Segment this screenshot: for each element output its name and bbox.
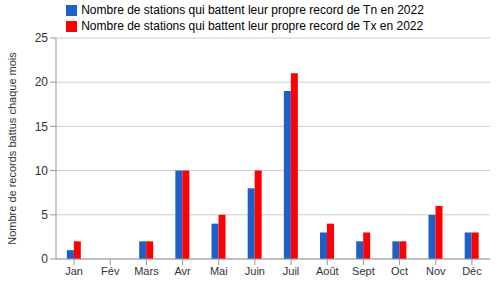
svg-text:Fév: Fév — [101, 265, 120, 277]
svg-text:Déc: Déc — [462, 265, 482, 277]
svg-text:Juin: Juin — [245, 265, 265, 277]
svg-text:Sept: Sept — [352, 265, 375, 277]
svg-text:Mars: Mars — [134, 265, 159, 277]
svg-text:15: 15 — [35, 120, 49, 134]
svg-text:10: 10 — [35, 164, 49, 178]
svg-text:0: 0 — [41, 252, 48, 266]
svg-text:Oct: Oct — [391, 265, 408, 277]
svg-text:25: 25 — [35, 31, 49, 45]
svg-text:Mai: Mai — [210, 265, 228, 277]
svg-text:20: 20 — [35, 75, 49, 89]
svg-text:Nombre de records battus chaqu: Nombre de records battus chaque mois — [8, 52, 18, 245]
svg-text:Avr: Avr — [174, 265, 191, 277]
svg-text:Nov: Nov — [426, 265, 446, 277]
svg-text:Juil: Juil — [283, 265, 300, 277]
svg-text:Août: Août — [316, 265, 339, 277]
svg-text:5: 5 — [41, 208, 48, 222]
html-text:Nombre de stations qui battent: Nombre de stations qui battent leur prop… — [81, 3, 424, 17]
html-text:Nombre de stations qui battent: Nombre de stations qui battent leur prop… — [81, 19, 424, 33]
svg-text:Jan: Jan — [65, 265, 83, 277]
